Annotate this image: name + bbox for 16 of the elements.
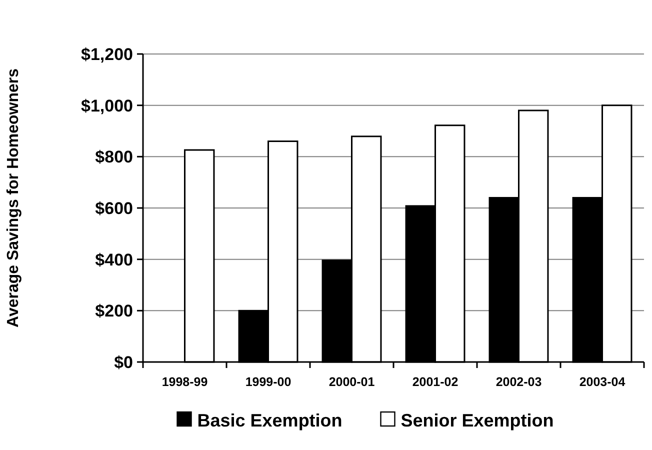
y-tick-label: $800	[95, 148, 133, 167]
x-tick-label: 1999-00	[245, 375, 292, 389]
x-tick-label: 2003-04	[579, 375, 626, 389]
y-tick-label: $0	[114, 352, 133, 372]
x-tick-label: 1998-99	[162, 375, 208, 389]
y-axis-title: Average Savings for Homeowners	[5, 68, 22, 328]
x-tick-label: 2000-01	[328, 375, 375, 389]
x-tick-label: 2001-02	[412, 375, 458, 389]
legend-label: Basic Exemption	[197, 410, 342, 430]
y-tick-label: $600	[95, 198, 133, 218]
y-tick-label: $1,200	[81, 44, 133, 64]
y-tick-label: $200	[95, 302, 133, 321]
y-tick-label: $1,000	[81, 96, 133, 116]
legend-label: Senior Exemption	[400, 410, 554, 430]
y-tick-label: $400	[95, 250, 133, 270]
x-tick-label: 2002-03	[496, 375, 542, 389]
